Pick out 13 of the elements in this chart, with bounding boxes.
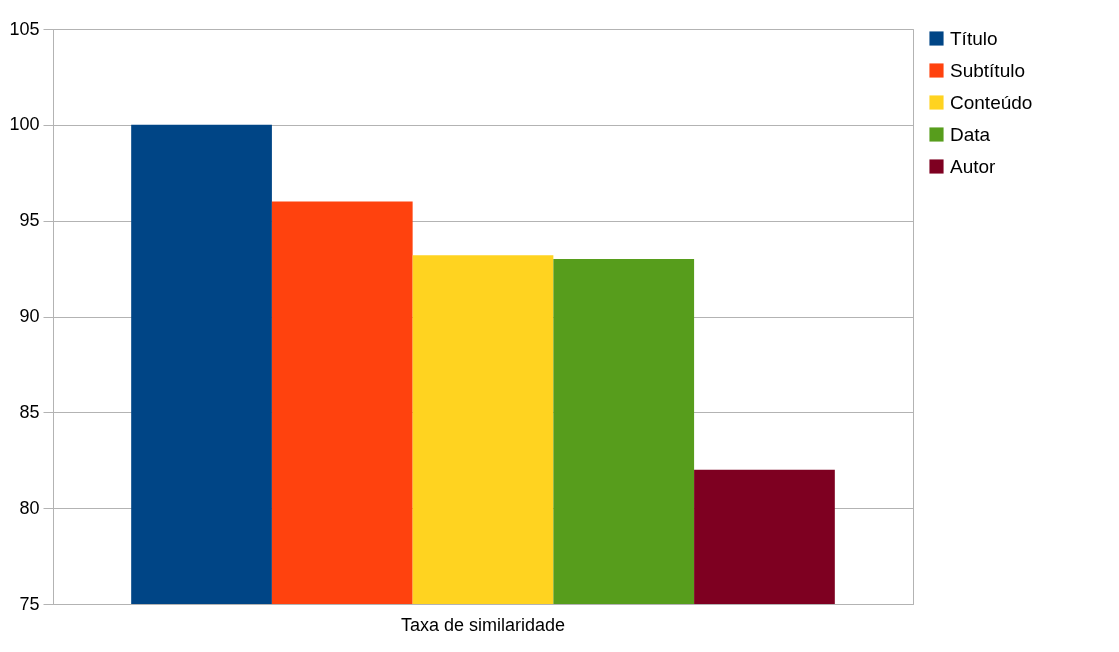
y-tick-label: 90 xyxy=(19,306,40,326)
y-tick-label: 95 xyxy=(19,210,40,231)
legend-label: Conteúdo xyxy=(950,91,1033,113)
legend-label: Data xyxy=(950,123,991,145)
legend-label: Subtítulo xyxy=(950,59,1025,81)
y-tick-label: 80 xyxy=(19,497,40,518)
y-tick-label: 85 xyxy=(19,401,40,422)
y-tick-label: 105 xyxy=(9,18,40,39)
x-tick-label: Taxa de similaridade xyxy=(400,614,566,635)
y-tick-label: 75 xyxy=(19,593,40,614)
y-tick-label: 100 xyxy=(9,114,40,135)
legend-label: Autor xyxy=(950,155,997,177)
legend-label: Título xyxy=(950,27,998,49)
